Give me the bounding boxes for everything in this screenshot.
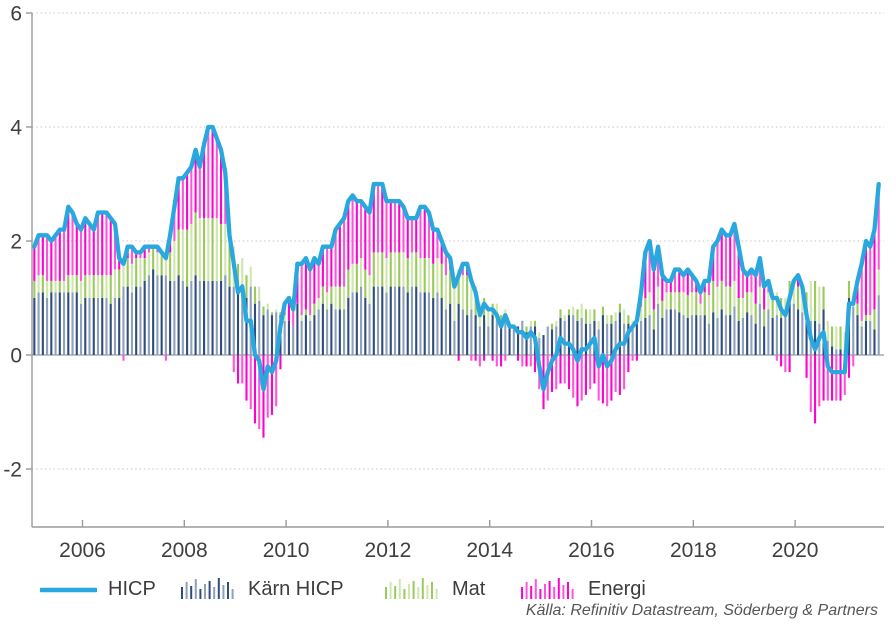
legend-item-karn-hicp: Kärn HICP: [180, 574, 344, 604]
karn-hicp-bars-swatch: [180, 577, 237, 601]
svg-text:6: 6: [10, 3, 22, 26]
legend: HICP Kärn HICP Mat Energi: [0, 574, 896, 604]
svg-text:2010: 2010: [263, 539, 310, 562]
legend-item-hicp: HICP: [38, 574, 156, 604]
svg-text:2012: 2012: [365, 539, 412, 562]
svg-text:2018: 2018: [670, 539, 717, 562]
svg-text:-2: -2: [3, 459, 22, 482]
energi-bars-swatch: [520, 577, 577, 601]
legend-label-karn-hicp: Kärn HICP: [248, 577, 344, 600]
svg-text:4: 4: [10, 117, 22, 140]
hicp-chart: 6 4 2 0 -2 2006 2008 2010 2012 2014 2016 2018 2020: [3, 3, 884, 562]
hicp-line-swatch: [38, 577, 99, 601]
svg-text:2014: 2014: [466, 539, 513, 562]
svg-text:2008: 2008: [161, 539, 208, 562]
mat-bars-swatch: [384, 577, 441, 601]
source-text: Källa: Refinitiv Datastream, Söderberg &…: [525, 602, 878, 619]
legend-item-energi: Energi: [520, 574, 646, 604]
legend-label-energi: Energi: [588, 577, 646, 600]
legend-item-mat: Mat: [384, 574, 485, 604]
svg-text:2: 2: [10, 231, 22, 254]
svg-text:2006: 2006: [59, 539, 106, 562]
legend-label-mat: Mat: [452, 577, 486, 600]
legend-label-hicp: HICP: [108, 577, 156, 600]
svg-text:2020: 2020: [772, 539, 819, 562]
svg-text:2016: 2016: [568, 539, 615, 562]
svg-text:0: 0: [10, 345, 22, 368]
